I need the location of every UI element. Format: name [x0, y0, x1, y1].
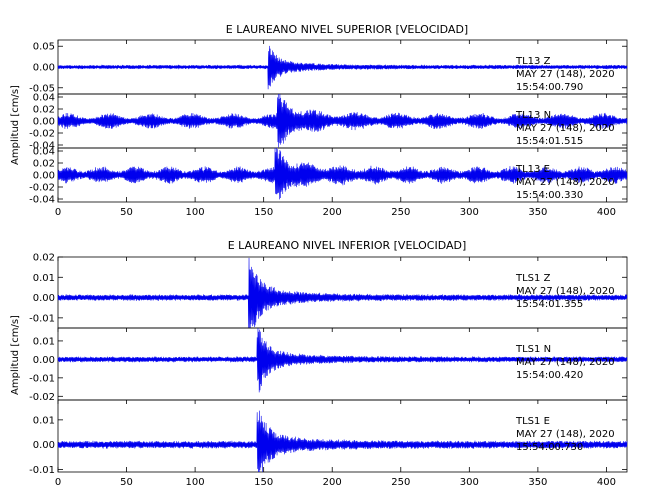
- x-tick-label: 100: [186, 207, 205, 218]
- y-tick-label: 0.00: [33, 117, 55, 128]
- y-tick-label: -0.02: [29, 392, 55, 403]
- waveform-trace: [57, 147, 628, 200]
- x-tick-label: 100: [186, 477, 205, 488]
- y-tick-label: -0.01: [29, 313, 55, 324]
- x-tick-label: 350: [528, 477, 547, 488]
- y-tick-label: 0.02: [33, 159, 55, 170]
- y-tick-label: 0.00: [33, 355, 55, 366]
- y-tick-label: 0.01: [33, 336, 55, 347]
- panel-1-title: E LAUREANO NIVEL SUPERIOR [VELOCIDAD]: [226, 23, 468, 36]
- trace-label: TL13 N: [515, 110, 551, 121]
- y-tick-label: -0.05: [29, 83, 55, 94]
- trace-label: TL13 E: [515, 164, 550, 175]
- x-tick-label: 150: [254, 207, 273, 218]
- trace-label: 15:54:01.355: [516, 299, 583, 310]
- trace-label: TLS1 Z: [515, 273, 551, 284]
- x-tick-label: 50: [120, 207, 133, 218]
- waveform-trace: [57, 410, 628, 473]
- y-tick-label: 0.05: [33, 42, 55, 53]
- trace-label: MAY 27 (148), 2020: [516, 123, 615, 134]
- trace-label: MAY 27 (148), 2020: [516, 177, 615, 188]
- waveform-trace: [57, 45, 628, 90]
- y-tick-label: -0.02: [29, 183, 55, 194]
- y-tick-label: -0.02: [29, 129, 55, 140]
- waveform-trace: [57, 257, 628, 329]
- x-tick-label: 200: [323, 207, 342, 218]
- y-tick-label: -0.04: [29, 195, 55, 206]
- x-tick-label: 250: [391, 477, 410, 488]
- y-tick-label: 0.02: [33, 105, 55, 116]
- y-tick-label: -0.01: [29, 373, 55, 384]
- trace-label: MAY 27 (148), 2020: [516, 69, 615, 80]
- x-tick-label: 50: [120, 477, 133, 488]
- y-tick-label: 0.00: [33, 440, 55, 451]
- y-tick-label: 0.04: [33, 93, 55, 104]
- panel-2-title: E LAUREANO NIVEL INFERIOR [VELOCIDAD]: [228, 239, 467, 252]
- y-tick-label: -0.04: [29, 141, 55, 152]
- y-tick-label: -0.01: [29, 465, 55, 476]
- x-tick-label: 150: [254, 477, 273, 488]
- y-tick-label: 0.00: [33, 63, 55, 74]
- trace-label: 15:54:00.790: [516, 82, 583, 93]
- x-tick-label: 0: [55, 207, 61, 218]
- x-tick-label: 200: [323, 477, 342, 488]
- panel-2-ylabel: Amplitud [cm/s]: [10, 315, 21, 395]
- y-tick-label: 0.02: [33, 253, 55, 264]
- trace-label: TLS1 N: [515, 344, 551, 355]
- y-tick-label: 0.00: [33, 293, 55, 304]
- y-tick-label: 0.04: [33, 147, 55, 158]
- trace-label: MAY 27 (148), 2020: [516, 357, 615, 368]
- x-tick-label: 350: [528, 207, 547, 218]
- trace-label: MAY 27 (148), 2020: [516, 429, 615, 440]
- trace-label: TLS1 E: [515, 416, 550, 427]
- y-tick-label: 0.00: [33, 171, 55, 182]
- waveform-trace: [57, 93, 628, 148]
- waveform-trace: [57, 327, 628, 393]
- trace-label: 15:54:01.515: [516, 136, 583, 147]
- x-tick-label: 400: [597, 207, 616, 218]
- trace-label: 15:54:00.730: [516, 442, 583, 453]
- trace-label: 15:54:00.420: [516, 370, 583, 381]
- trace-label: MAY 27 (148), 2020: [516, 286, 615, 297]
- x-tick-label: 400: [597, 477, 616, 488]
- x-tick-label: 250: [391, 207, 410, 218]
- x-tick-label: 0: [55, 477, 61, 488]
- trace-frame: [57, 399, 628, 473]
- y-tick-label: 0.01: [33, 415, 55, 426]
- x-tick-label: 300: [460, 207, 479, 218]
- x-tick-label: 300: [460, 477, 479, 488]
- trace-label: 15:54:00.330: [516, 190, 583, 201]
- y-tick-label: 0.01: [33, 273, 55, 284]
- trace-label: TL13 Z: [515, 56, 551, 67]
- panel-1-ylabel: Amplitud [cm/s]: [10, 85, 21, 165]
